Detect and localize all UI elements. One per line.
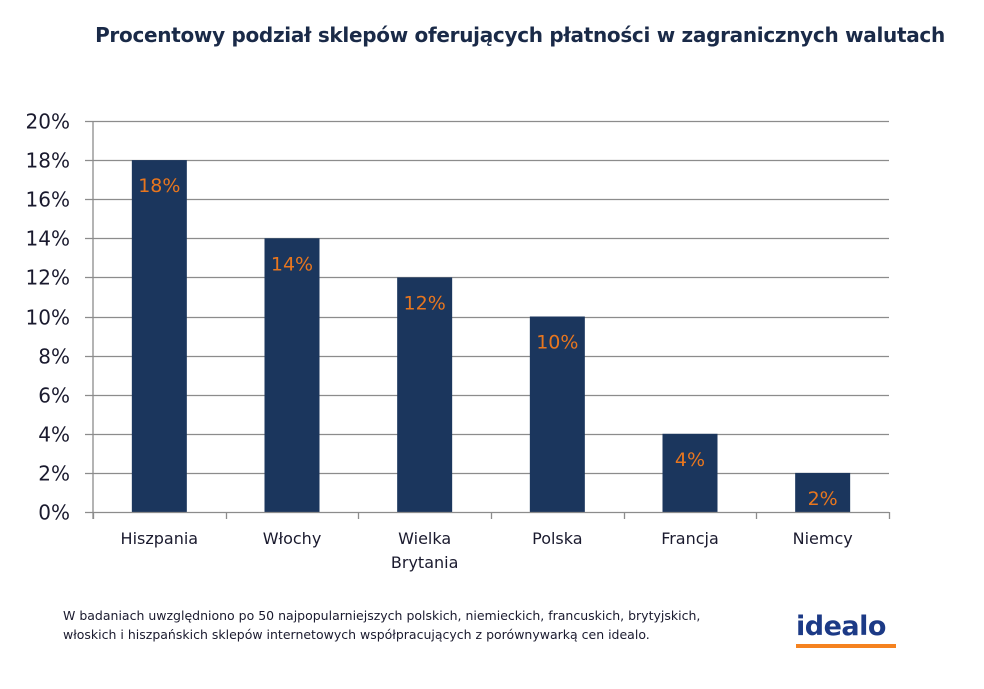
x-tick-label-line: Polska <box>532 529 582 548</box>
y-tick-label: 14% <box>26 227 70 251</box>
y-tick-label: 12% <box>26 266 70 290</box>
x-tick-label-line: Wielka <box>398 529 451 548</box>
idealo-logo: idealo <box>796 612 900 648</box>
data-label: 18% <box>138 175 180 197</box>
y-tick-label: 20% <box>26 110 70 134</box>
x-tick-label: Hiszpania <box>121 529 199 548</box>
x-tick-label: Wielka Brytania <box>391 529 459 572</box>
bars <box>131 160 851 513</box>
y-tick-label: 16% <box>26 188 70 212</box>
data-label: 2% <box>808 488 838 510</box>
x-axis-labels: Hiszpania Włochy Wielka Brytania Polska Franc… <box>121 529 853 572</box>
y-tick-label: 8% <box>38 345 70 369</box>
x-axis <box>85 121 891 519</box>
bar <box>529 316 585 512</box>
footnote-line-2: włoskich i hiszpańskich sklepów internet… <box>63 627 650 642</box>
bar-chart: 0% 2% 4% 6% 8% 10% 12% 14% 16% 18% 20% 18% 14% 12% 10… <box>26 110 891 572</box>
bar <box>662 433 718 512</box>
logo-text: idealo <box>796 611 886 642</box>
bar <box>131 160 187 512</box>
y-tick-label: 18% <box>26 149 70 173</box>
bar <box>397 277 453 512</box>
y-tick-label: 6% <box>38 384 70 408</box>
x-tick-label: Włochy <box>263 529 322 548</box>
x-tick-label: Niemcy <box>793 529 853 548</box>
x-tick-label-line: Brytania <box>391 553 459 572</box>
x-tick-label: Francja <box>661 529 719 548</box>
data-labels: 18% 14% 12% 10% 4% 2% <box>138 175 838 510</box>
x-tick-label-line: Francja <box>661 529 719 548</box>
y-tick-label: 2% <box>38 462 70 486</box>
bar <box>795 472 851 512</box>
gridlines <box>85 120 889 475</box>
bar <box>264 238 320 513</box>
y-tick-label: 0% <box>38 501 70 525</box>
y-tick-label: 10% <box>26 306 70 330</box>
y-axis-ticks: 0% 2% 4% 6% 8% 10% 12% 14% 16% 18% 20% <box>26 110 70 525</box>
footnote-line-1: W badaniach uwzględniono po 50 najpopula… <box>63 608 701 623</box>
footnote: W badaniach uwzględniono po 50 najpopula… <box>63 606 783 644</box>
data-label: 10% <box>536 332 578 354</box>
y-tick-label: 4% <box>38 423 70 447</box>
chart-title: Procentowy podział sklepów oferujących p… <box>95 23 945 47</box>
x-tick-label: Polska <box>532 529 582 548</box>
x-tick-label-line: Niemcy <box>793 529 853 548</box>
data-label: 14% <box>271 253 313 275</box>
data-label: 4% <box>675 449 705 471</box>
x-tick-label-line: Hiszpania <box>121 529 199 548</box>
logo-underline <box>796 644 896 648</box>
data-label: 12% <box>404 292 446 314</box>
x-tick-label-line: Włochy <box>263 529 322 548</box>
